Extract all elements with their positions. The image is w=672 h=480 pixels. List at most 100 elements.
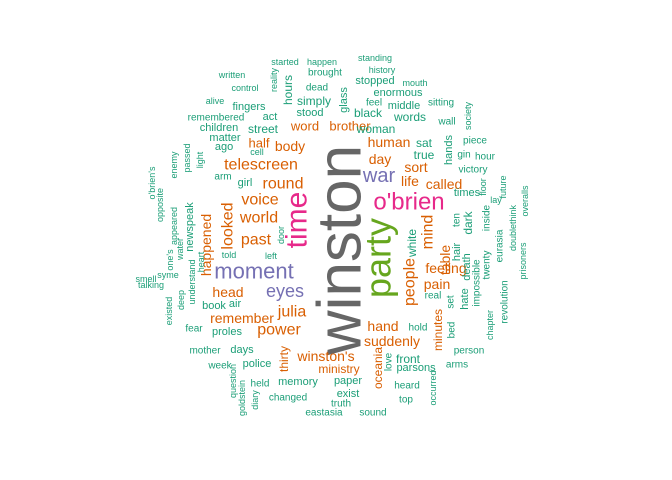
word-occurred: occurred <box>428 370 438 405</box>
word-enemy: enemy <box>169 151 179 179</box>
word-newspeak: newspeak <box>184 202 196 252</box>
word-voice: voice <box>241 192 278 209</box>
word-alive: alive <box>206 96 225 106</box>
word-act: act <box>263 111 278 123</box>
word-goldstein: goldstein <box>237 380 247 416</box>
word-sound: sound <box>359 408 386 419</box>
word-children: children <box>200 122 239 134</box>
word-arm: arm <box>214 172 231 183</box>
word-front: front <box>396 352 421 366</box>
word-held: held <box>251 379 270 390</box>
word-world: world <box>239 210 278 227</box>
word-wall: wall <box>437 117 455 128</box>
word-talking: talking <box>138 280 164 290</box>
word-party: party <box>358 218 399 298</box>
word-o-brien-s: o'brien's <box>147 166 157 199</box>
word-fear: fear <box>185 324 203 335</box>
word-human: human <box>368 134 411 150</box>
word-oceania: oceania <box>371 347 385 389</box>
word-standing: standing <box>358 53 392 63</box>
word-hand: hand <box>367 318 398 334</box>
word-inside: inside <box>482 205 493 232</box>
word-diary: diary <box>250 390 260 410</box>
word-proles: proles <box>212 326 242 338</box>
word-reality: reality <box>269 68 279 93</box>
word-death: death <box>461 253 473 281</box>
word-hours: hours <box>281 75 295 105</box>
word-stood: stood <box>297 107 324 119</box>
word-black: black <box>354 106 383 120</box>
word-revolution: revolution <box>500 280 511 323</box>
word-sort: sort <box>404 159 427 175</box>
word-appeared: appeared <box>169 207 179 245</box>
word-simply: simply <box>297 94 331 108</box>
word-paper: paper <box>334 375 362 387</box>
word-table: table <box>437 245 453 276</box>
word-overalls: overalls <box>520 185 530 217</box>
word-smell: smell <box>135 274 156 284</box>
word-white: white <box>405 229 419 258</box>
word-memory: memory <box>278 376 318 388</box>
word-heard: heard <box>394 381 420 392</box>
word-book: book <box>202 300 226 312</box>
word-passed: passed <box>182 143 192 172</box>
word-exist: exist <box>337 388 360 400</box>
word-changed: changed <box>269 393 307 404</box>
word-question: question <box>228 364 238 398</box>
word-future: future <box>498 175 508 198</box>
word-mind: mind <box>420 215 437 250</box>
word-street: street <box>248 122 279 136</box>
word-mouth: mouth <box>402 78 427 88</box>
word-twenty: twenty <box>482 251 493 280</box>
word-understand: understand <box>187 259 197 304</box>
word-middle: middle <box>388 100 420 112</box>
word-looked: looked <box>220 202 237 249</box>
word-hold: hold <box>409 323 428 334</box>
word-written: written <box>218 70 246 80</box>
word-existed: existed <box>164 297 174 326</box>
word-matter: matter <box>209 132 241 144</box>
word-history: history <box>369 65 396 75</box>
word-fingers: fingers <box>232 101 266 113</box>
word-syme: syme <box>157 270 179 280</box>
word-times: times <box>454 187 481 199</box>
word-hands: hands <box>443 135 455 165</box>
word-water: water <box>175 238 185 261</box>
word-victory: victory <box>459 165 488 176</box>
word-eurasia: eurasia <box>495 229 506 262</box>
word-chapter: chapter <box>485 310 495 340</box>
word-truth: truth <box>331 399 351 410</box>
word-eastasia: eastasia <box>305 408 343 419</box>
word-one-s: one's <box>165 249 175 271</box>
word-lay: lay <box>490 195 502 205</box>
word-power: power <box>257 322 301 339</box>
word-set: set <box>446 295 457 309</box>
word-feel: feel <box>366 98 382 109</box>
word-top: top <box>399 395 413 406</box>
word-life: life <box>401 173 419 189</box>
word-ten: ten <box>452 213 463 227</box>
word-real: real <box>425 291 442 302</box>
word-light: light <box>195 151 205 168</box>
word-girl: girl <box>238 177 253 189</box>
word-person: person <box>454 346 485 357</box>
word-opposite: opposite <box>155 188 165 222</box>
word-love: love <box>384 352 395 371</box>
word-brought: brought <box>308 68 342 79</box>
word-feeling: feeling <box>425 260 466 276</box>
word-happen: happen <box>307 57 337 67</box>
word-started: started <box>271 57 299 67</box>
word-week: week <box>207 361 232 372</box>
word-winston: winston <box>306 145 375 356</box>
word-dark: dark <box>461 210 475 234</box>
word-pain: pain <box>424 276 450 292</box>
word-arms: arms <box>446 360 468 371</box>
word-moment: moment <box>214 259 293 284</box>
word-police: police <box>243 358 272 370</box>
word-half: half <box>249 136 270 151</box>
word-hair: hair <box>451 242 463 261</box>
word-round: round <box>263 176 304 193</box>
word-bed: bed <box>447 322 458 339</box>
word-hate: hate <box>459 288 471 309</box>
